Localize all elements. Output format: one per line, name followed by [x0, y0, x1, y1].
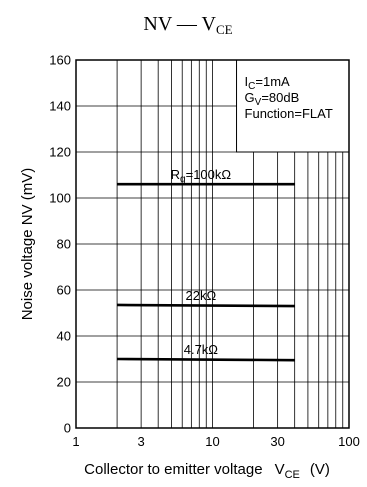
y-tick-label: 20: [57, 375, 71, 390]
series-line: [117, 357, 295, 362]
y-tick-label: 120: [49, 145, 71, 160]
y-axis-label: Noise voltage NV (mV): [19, 168, 36, 321]
plot-frame: [75, 59, 350, 429]
y-tick-label: 160: [49, 53, 71, 68]
y-tick-label: 40: [57, 329, 71, 344]
condition-label: IC=1mA: [245, 74, 291, 92]
series-label: 4.7kΩ: [184, 342, 219, 357]
series-label: Rg=100kΩ: [171, 167, 232, 185]
conditions-box: [236, 59, 350, 153]
y-tick-label: 100: [49, 191, 71, 206]
x-tick-label: 1: [72, 434, 79, 449]
series-lines: Rg=100kΩ 22kΩ 4.7kΩ: [117, 167, 295, 362]
y-tick-label: 0: [64, 421, 71, 436]
tick-labels: 0 20 40 60 80 100 120 140 160 1 3 10 30 100: [49, 53, 360, 450]
x-tick-label: 3: [138, 434, 145, 449]
x-tick-label: 10: [205, 434, 219, 449]
series-line: [117, 303, 295, 308]
x-axis-label: Collector to emitter voltage VCE (V): [84, 461, 330, 481]
chart-title: NV — VCE: [143, 13, 232, 37]
x-tick-label: 100: [338, 434, 360, 449]
y-tick-label: 140: [49, 99, 71, 114]
grid-lines: [76, 59, 349, 429]
x-tick-label: 30: [270, 434, 284, 449]
series-label: 22kΩ: [186, 288, 217, 303]
condition-label: Function=FLAT: [245, 106, 333, 121]
y-tick-label: 60: [57, 283, 71, 298]
condition-label: GV=80dB: [245, 90, 300, 108]
y-tick-label: 80: [57, 237, 71, 252]
